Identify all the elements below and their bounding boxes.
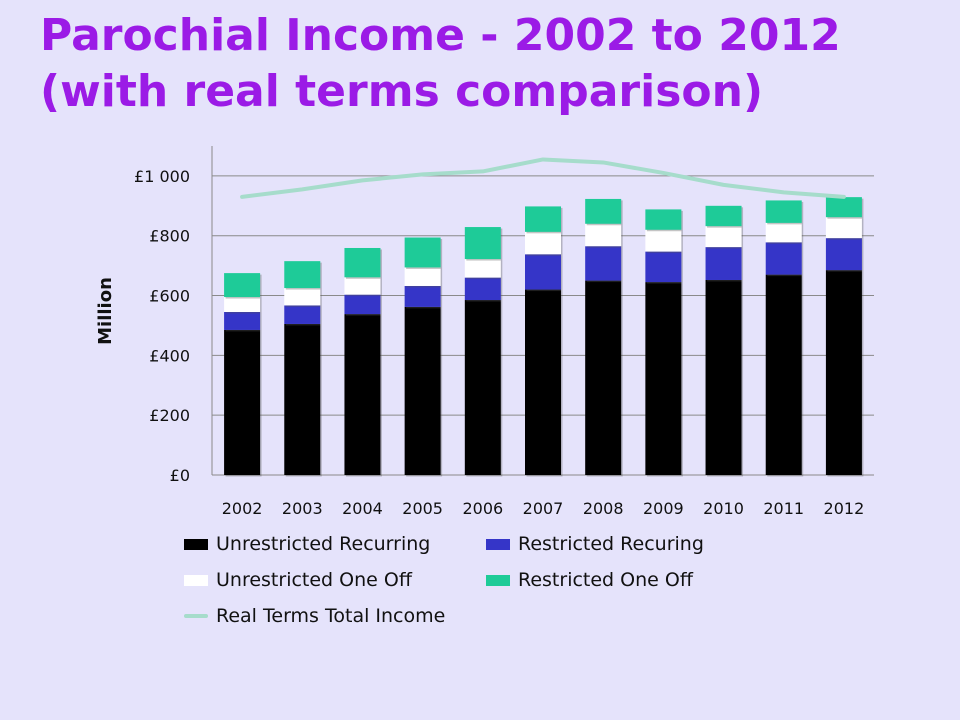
y-tick-label: £200 — [149, 406, 190, 425]
x-tick-label: 2006 — [462, 499, 503, 518]
bar-segment — [705, 205, 742, 227]
x-tick-label: 2008 — [583, 499, 624, 518]
legend-label: Restricted Recuring — [518, 533, 704, 555]
bar-segment — [525, 231, 561, 255]
x-tick-label: 2003 — [282, 499, 323, 518]
y-tick-label: £600 — [149, 287, 190, 306]
bar-segment — [765, 222, 802, 243]
bar-segment — [705, 247, 742, 280]
real-terms-line — [240, 157, 846, 199]
bar-segment — [284, 288, 321, 306]
bar-segment — [464, 277, 501, 301]
y-tick-label: £0 — [170, 466, 190, 485]
stacked-bars — [224, 197, 864, 477]
legend-item-restricted-recurring: Restricted Recuring — [486, 532, 704, 556]
legend-label: Real Terms Total Income — [216, 605, 446, 627]
bar-segment — [645, 251, 682, 283]
bar-segment — [825, 217, 862, 239]
bar-segment — [224, 297, 261, 312]
bar-segment — [525, 206, 561, 232]
legend-item-restricted-one-off: Restricted One Off — [486, 568, 693, 592]
bar-segment — [585, 280, 622, 475]
legend-swatch — [184, 574, 208, 586]
legend-swatch — [184, 538, 208, 550]
bar-segment — [765, 274, 802, 475]
bar-segment — [404, 267, 441, 286]
bar-segment — [344, 247, 381, 278]
x-tick-label: 2007 — [523, 499, 564, 518]
bar-segment — [404, 237, 441, 268]
legend-label: Restricted One Off — [518, 569, 693, 591]
bar-segment — [464, 259, 501, 278]
title-line-1: Parochial Income - 2002 to 2012 — [40, 10, 841, 61]
legend-item-unrestricted-recurring: Unrestricted Recurring — [184, 532, 430, 556]
bar-segment — [645, 282, 682, 475]
x-tick-label: 2012 — [824, 499, 865, 518]
bar-segment — [284, 261, 321, 289]
bar-segment — [645, 229, 682, 252]
x-tick-label: 2010 — [703, 499, 744, 518]
x-tick-label: 2002 — [222, 499, 263, 518]
bar-segment — [284, 323, 321, 475]
y-axis-label: Million — [95, 277, 116, 345]
x-tick-label: 2011 — [763, 499, 804, 518]
legend-swatch — [486, 574, 510, 586]
bar-segment — [344, 314, 381, 475]
bar-segment — [404, 306, 441, 475]
bar-segment — [705, 279, 742, 475]
bar-segment — [825, 270, 862, 475]
legend-item-real-terms: Real Terms Total Income — [184, 604, 445, 628]
bar-segment — [464, 300, 501, 475]
slide-title: Parochial Income - 2002 to 2012 (with re… — [40, 8, 920, 120]
legend-label: Unrestricted One Off — [216, 569, 412, 591]
legend-swatch — [184, 614, 208, 618]
bar-segment — [825, 238, 862, 271]
real-terms-line-path — [240, 157, 846, 199]
bar-segment — [585, 246, 622, 281]
bar-segment — [224, 273, 261, 298]
legend-label: Unrestricted Recurring — [216, 533, 431, 555]
legend-swatch — [486, 538, 510, 550]
bar-segment — [224, 311, 261, 330]
legend-item-unrestricted-one-off: Unrestricted One Off — [184, 568, 412, 592]
bar-segment — [645, 209, 682, 230]
bar-segment — [705, 226, 742, 248]
title-line-2: (with real terms comparison) — [40, 66, 764, 117]
y-tick-label: £400 — [149, 346, 190, 365]
bar-segment — [525, 289, 561, 475]
x-tick-label: 2005 — [402, 499, 443, 518]
bar-segment — [765, 242, 802, 275]
bar-segment — [344, 294, 381, 315]
bar-segment — [404, 285, 441, 307]
x-tick-label: 2004 — [342, 499, 383, 518]
bar-segment — [464, 227, 501, 260]
bar-segment — [765, 200, 802, 223]
bar-segment — [344, 277, 381, 295]
bar-segment — [585, 223, 622, 247]
bar-segment — [825, 197, 862, 218]
x-tick-label: 2009 — [643, 499, 684, 518]
bar-segment — [284, 305, 321, 324]
bar-segment — [585, 198, 622, 224]
bar-segment — [525, 254, 561, 290]
bar-segment — [224, 329, 261, 475]
y-tick-label: £1 000 — [134, 167, 190, 186]
tick-labels: £0 £200 £400 £600 £800 £1 000 Million 2002 2003 2… — [95, 167, 864, 518]
y-tick-label: £800 — [149, 227, 190, 246]
